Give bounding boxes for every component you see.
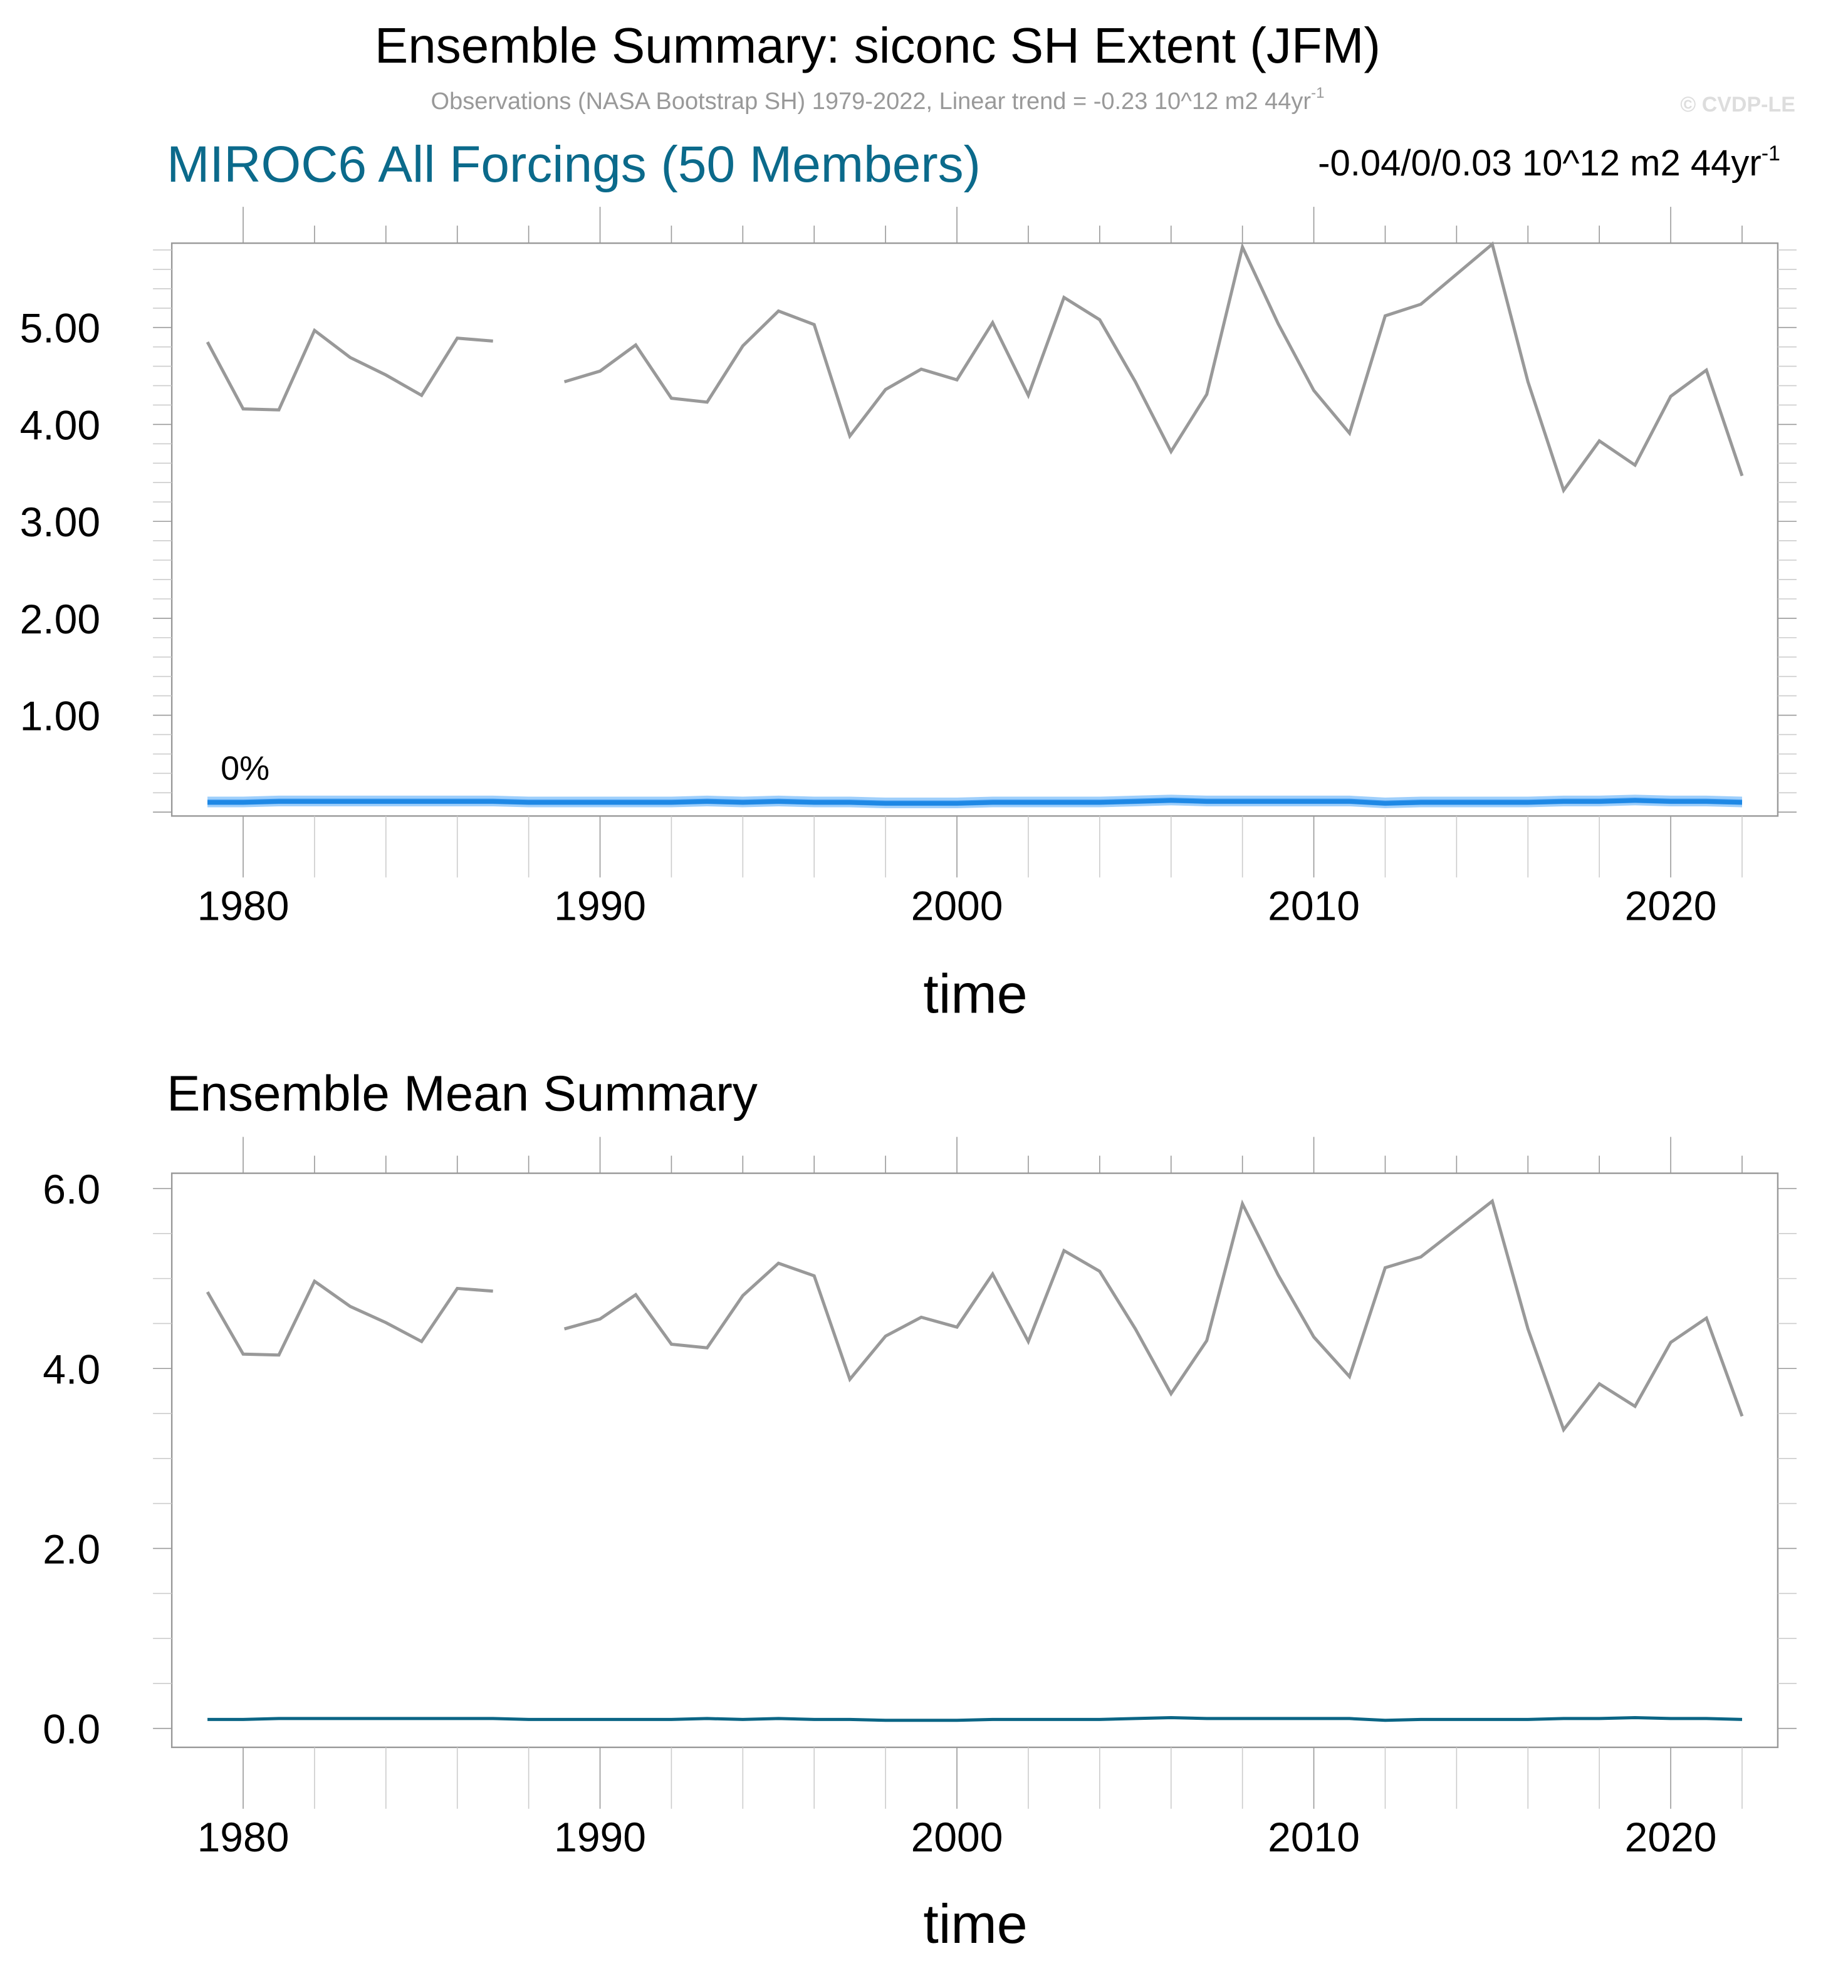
copyright: © CVDP-LE <box>1680 93 1795 117</box>
x-axis-label-bottom: time <box>923 1893 1027 1955</box>
observations-line <box>206 1279 493 1357</box>
ensemble-mean-line <box>207 798 1743 806</box>
x-tick-label: 1990 <box>554 882 646 929</box>
x-tick-label: 2020 <box>1625 882 1717 929</box>
y-tick-label: 2.00 <box>20 596 101 642</box>
observations-line <box>206 328 493 412</box>
model-title: MIROC6 All Forcings (50 Members) <box>167 136 981 193</box>
trend-label: -0.04/0/0.03 10^12 m2 44yr-1 <box>1318 142 1780 184</box>
y-tick-label: 2.0 <box>43 1526 100 1572</box>
bottom-panel: 1980 1990 2000 2010 2020 0.0 2.0 4.0 6.0 <box>43 1137 1797 1860</box>
ensemble-mean-title: Ensemble Mean Summary <box>167 1066 758 1122</box>
subtitle: Observations (NASA Bootstrap SH) 1979-20… <box>431 85 1325 115</box>
plot-frame <box>170 242 1779 817</box>
x-tick-label: 1980 <box>197 882 290 929</box>
percent-annotation: 0% <box>221 749 269 787</box>
plot-frame <box>170 1172 1779 1749</box>
y-tick-label: 1.00 <box>20 693 101 739</box>
x-tick-label: 2020 <box>1625 1814 1717 1860</box>
observations-line <box>563 1198 1744 1434</box>
y-tick-label: 0.0 <box>43 1706 100 1752</box>
y-tick-label: 5.00 <box>20 305 101 351</box>
x-axis-label-top: time <box>923 963 1027 1025</box>
main-title: Ensemble Summary: siconc SH Extent (JFM) <box>375 18 1381 73</box>
y-tick-label: 4.00 <box>20 402 101 448</box>
y-tick-label: 4.0 <box>43 1346 100 1392</box>
y-tick-label: 6.0 <box>43 1166 100 1212</box>
x-tick-label: 2010 <box>1268 1814 1360 1860</box>
ensemble-mean-line <box>207 1715 1743 1722</box>
x-tick-label: 1980 <box>197 1814 290 1860</box>
x-tick-label: 2010 <box>1268 882 1360 929</box>
x-tick-label: 1990 <box>554 1814 646 1860</box>
x-tick-label: 2000 <box>911 1814 1003 1860</box>
x-tick-label: 2000 <box>911 882 1003 929</box>
y-tick-label: 3.00 <box>20 499 101 545</box>
observations-line <box>563 241 1744 494</box>
top-panel: 1980 1990 2000 2010 2020 1.00 2.00 3.00 4.00 5.00 <box>20 207 1797 929</box>
